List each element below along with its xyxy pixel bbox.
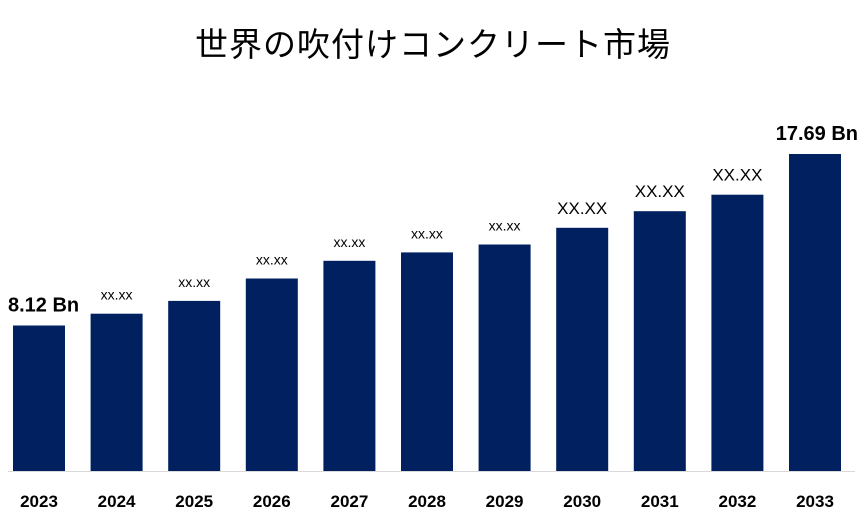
data-label-2024: xx.xx xyxy=(101,287,133,303)
data-label-2023: 8.12 Bn xyxy=(8,295,79,317)
bar-2030 xyxy=(556,227,609,471)
bar-2029 xyxy=(478,244,531,471)
x-tick-label-2029: 2029 xyxy=(486,492,524,511)
x-tick-label-2028: 2028 xyxy=(408,492,446,511)
data-label-2025: xx.xx xyxy=(178,274,210,290)
x-tick-label-2033: 2033 xyxy=(796,492,834,511)
x-tick-label-2024: 2024 xyxy=(98,492,136,511)
bar-2031 xyxy=(633,211,686,471)
x-tick-label-2023: 2023 xyxy=(20,492,58,511)
bar-2024 xyxy=(90,313,143,471)
bar-2028 xyxy=(401,252,453,471)
x-tick-label-2030: 2030 xyxy=(563,492,601,511)
bar-2026 xyxy=(245,278,298,471)
data-label-2029: xx.xx xyxy=(489,218,521,234)
data-label-2032: XX.XX xyxy=(712,166,762,185)
x-tick-label-2026: 2026 xyxy=(253,492,291,511)
data-label-2027: xx.xx xyxy=(333,234,365,250)
x-tick-label-2032: 2032 xyxy=(718,492,756,511)
data-label-2033: 17.69 Bn xyxy=(776,123,858,145)
bar-2033 xyxy=(789,154,841,471)
x-tick-label-2025: 2025 xyxy=(175,492,213,511)
bar-2027 xyxy=(323,260,376,471)
data-label-2030: XX.XX xyxy=(557,199,607,218)
data-label-2028: xx.xx xyxy=(411,225,443,241)
x-tick-label-2027: 2027 xyxy=(330,492,368,511)
chart-title: 世界の吹付けコンクリート市場 xyxy=(195,25,671,64)
bar-2025 xyxy=(168,300,221,471)
data-label-2026: xx.xx xyxy=(256,252,288,268)
bar-2023 xyxy=(13,325,65,471)
bar-2032 xyxy=(711,194,764,471)
data-label-2031: XX.XX xyxy=(635,182,685,201)
x-tick-label-2031: 2031 xyxy=(641,492,679,511)
